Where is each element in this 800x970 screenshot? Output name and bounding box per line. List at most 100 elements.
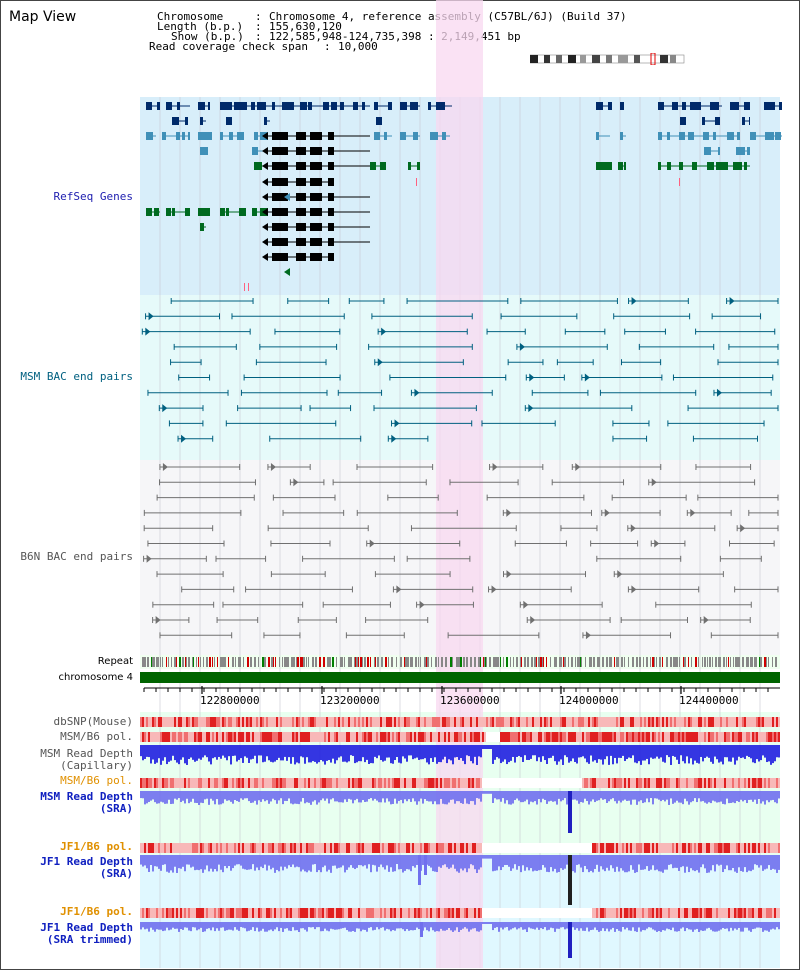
jf1-trimmed-depth-bar bbox=[614, 922, 616, 932]
refseq-gene-dark-exon bbox=[257, 102, 266, 110]
msm-b6-pol-cell bbox=[744, 732, 746, 742]
msm-capillary-depth-bar bbox=[384, 745, 386, 761]
msm-b6-pol2-cell bbox=[350, 778, 352, 788]
jf1-sra-depth-bar bbox=[498, 855, 500, 867]
msm-capillary-depth-bar bbox=[396, 745, 398, 758]
jf1-b6-pol2-cell bbox=[576, 908, 578, 918]
msm-b6-pol2-cell bbox=[732, 778, 734, 788]
jf1-b6-pol2-cell bbox=[500, 908, 502, 918]
msm-sra-depth-bar bbox=[770, 791, 772, 801]
repeat-mark bbox=[542, 657, 543, 667]
jf1-trimmed-depth-bar bbox=[156, 922, 158, 930]
msm-sra-depth-bar bbox=[446, 791, 448, 805]
length-label: Length (b.p.) bbox=[157, 20, 244, 33]
repeat-mark bbox=[192, 657, 193, 667]
jf1-trimmed-depth-bar bbox=[406, 922, 408, 930]
msm-b6-pol-cell bbox=[314, 732, 316, 742]
jf1-b6-pol-cell bbox=[346, 843, 348, 853]
jf1-b6-pol2-cell bbox=[682, 908, 684, 918]
msm-b6-pol-cell bbox=[652, 732, 654, 742]
msm-capillary-depth-bar bbox=[632, 745, 634, 756]
msm-b6-pol2-cell bbox=[520, 778, 522, 788]
refseq-gene-arrow bbox=[262, 223, 268, 231]
dbsnp-cell bbox=[388, 717, 390, 727]
jf1-b6-pol-cell bbox=[496, 843, 498, 853]
msm-b6-pol-cell bbox=[500, 732, 502, 742]
b6n-bac-arrow bbox=[604, 508, 610, 517]
dbsnp-cell bbox=[242, 717, 244, 727]
jf1-b6-pol-cell bbox=[196, 843, 198, 853]
jf1-trimmed-depth-bar bbox=[608, 922, 610, 932]
msm-sra-depth-bar bbox=[728, 791, 730, 804]
msm-sra-depth-bar bbox=[682, 791, 684, 805]
jf1-sra-depth-bar bbox=[560, 855, 562, 869]
jf1-sra-depth-bar bbox=[778, 855, 780, 870]
repeat-mark bbox=[446, 657, 447, 667]
jf1-b6-pol-cell bbox=[416, 843, 418, 853]
jf1-b6-pol2-cell bbox=[172, 908, 174, 918]
jf1-b6-pol2-cell bbox=[218, 908, 220, 918]
msm-sra-depth-bar bbox=[646, 791, 648, 799]
repeat-mark bbox=[450, 657, 452, 667]
jf1-b6-pol-cell bbox=[602, 843, 604, 853]
jf1-b6-pol-cell bbox=[466, 843, 468, 853]
jf1-b6-pol2-cell bbox=[394, 908, 396, 918]
jf1-trimmed-depth-bar bbox=[296, 922, 298, 931]
msm-sra-depth-bar bbox=[740, 791, 742, 800]
msm-capillary-depth-bar bbox=[338, 745, 340, 758]
msm-capillary-depth-bar bbox=[688, 745, 690, 764]
jf1-trimmed-depth-bar bbox=[194, 922, 196, 928]
refseq-gene-dark-exon bbox=[710, 102, 719, 110]
dbsnp-cell bbox=[772, 717, 774, 727]
jf1-trimmed-depth-bar bbox=[678, 922, 680, 932]
jf1-trimmed-depth-bar bbox=[606, 922, 608, 929]
msm-sra-depth-bar bbox=[176, 791, 178, 800]
chromosome-ideogram[interactable] bbox=[530, 53, 686, 65]
msm-b6-pol2-cell bbox=[290, 778, 292, 788]
repeat-mark bbox=[590, 657, 592, 667]
repeat-mark bbox=[754, 657, 756, 667]
dbsnp-cell bbox=[682, 717, 684, 727]
jf1-sra-depth-bar bbox=[330, 855, 332, 873]
dbsnp-cell bbox=[530, 717, 532, 727]
jf1-b6-pol-cell bbox=[688, 843, 690, 853]
msm-capillary-depth-bar bbox=[712, 745, 714, 764]
dbsnp-cell bbox=[260, 717, 262, 727]
msm-b6-pol-cell bbox=[642, 732, 644, 742]
repeat-mark bbox=[396, 657, 397, 667]
msm-capillary-depth-bar bbox=[476, 745, 478, 765]
jf1-sra-depth-bar bbox=[260, 855, 262, 867]
msm-b6-pol2-cell bbox=[220, 778, 222, 788]
jf1-b6-pol2-cell bbox=[286, 908, 288, 918]
jf1-trimmed-depth-bar bbox=[566, 922, 568, 929]
jf1-b6-pol2-cell bbox=[398, 908, 400, 918]
dbsnp-cell bbox=[232, 717, 234, 727]
msm-capillary-depth-bar bbox=[482, 745, 484, 749]
dbsnp-cell bbox=[284, 717, 286, 727]
msm-capillary-depth-bar bbox=[684, 745, 686, 764]
msm-b6-pol-cell bbox=[222, 732, 224, 742]
msm-b6-pol-cell bbox=[588, 732, 590, 742]
jf1-b6-pol2-cell bbox=[588, 908, 590, 918]
jf1-b6-pol2-cell bbox=[508, 908, 510, 918]
jf1-trimmed-depth-bar bbox=[330, 922, 332, 929]
jf1-sra-depth-bar bbox=[644, 855, 646, 870]
msm-sra-depth-bar bbox=[142, 791, 144, 799]
msm-b6-pol-cell bbox=[594, 732, 596, 742]
jf1-b6-pol-cell bbox=[404, 843, 406, 853]
msm-b6-pol-cell bbox=[412, 732, 414, 742]
jf1-b6-pol-cell bbox=[302, 843, 304, 853]
jf1-b6-pol-cell bbox=[542, 843, 544, 853]
jf1-sra-depth-bar bbox=[754, 855, 756, 865]
jf1-sra-depth-bar bbox=[628, 855, 630, 872]
dbsnp-cell bbox=[746, 717, 748, 727]
jf1-b6-pol2-cell bbox=[622, 908, 624, 918]
msm-sra-depth-bar bbox=[402, 791, 404, 804]
jf1-b6-pol2-cell bbox=[202, 908, 204, 918]
dbsnp-cell bbox=[236, 717, 238, 727]
jf1-trimmed-depth-bar bbox=[736, 922, 738, 930]
repeat-mark bbox=[719, 657, 721, 667]
msm-capillary-depth-bar bbox=[608, 745, 610, 765]
msm-capillary-depth-bar bbox=[716, 745, 718, 760]
